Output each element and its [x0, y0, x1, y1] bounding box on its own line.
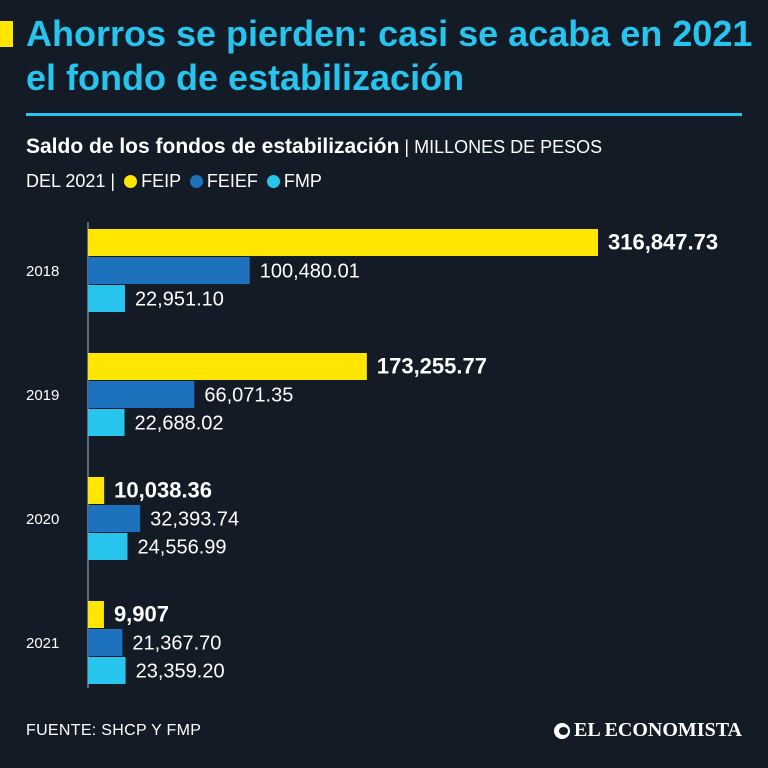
data-label-fmp-2021: 23,359.20	[136, 661, 225, 683]
title-divider	[26, 113, 742, 116]
data-label-feip-2018: 316,847.73	[608, 230, 718, 255]
data-label-feip-2021: 9,907	[114, 602, 169, 627]
bar-feief-2020	[88, 505, 141, 532]
bar-fmp-2018	[88, 285, 125, 312]
data-label-fmp-2020: 24,556.99	[138, 537, 227, 559]
data-label-feip-2019: 173,255.77	[377, 354, 487, 379]
legend-feief-label: FEIEF	[206, 171, 258, 191]
brand-logo: EL ECONOMISTA	[554, 719, 742, 742]
data-label-fmp-2018: 22,951.10	[135, 289, 224, 311]
bar-fmp-2020	[88, 533, 128, 560]
subtitle-main: Saldo de los fondos de estabilización	[26, 135, 400, 158]
data-label-fmp-2019: 22,688.02	[135, 413, 224, 435]
bar-feip-2018	[88, 229, 598, 256]
bar-feief-2018	[88, 257, 250, 284]
source-note: FUENTE: SHCP Y FMP	[26, 722, 202, 739]
page-title: Ahorros se pierden: casi se acaba en 202…	[26, 13, 753, 98]
data-label-feief-2020: 32,393.74	[150, 509, 239, 531]
bar-feief-2021	[88, 629, 123, 656]
brand-icon	[554, 722, 570, 739]
chart-subtitle: Saldo de los fondos de estabilización | …	[26, 130, 746, 198]
subtitle-separator: |	[404, 137, 410, 157]
legend-feip-label: FEIP	[141, 171, 181, 191]
legend-feief-swatch	[189, 175, 203, 188]
bar-fmp-2019	[88, 409, 125, 436]
subtitle-units-year: DEL 2021	[26, 171, 106, 191]
subtitle-units: MILLONES DE PESOS	[414, 137, 603, 157]
data-label-feief-2021: 21,367.70	[132, 633, 221, 655]
legend-separator: |	[110, 171, 116, 191]
title-marker	[0, 21, 13, 47]
data-label-feip-2020: 10,038.36	[114, 478, 212, 503]
legend-fmp-swatch	[266, 175, 280, 188]
bar-feip-2021	[88, 601, 104, 628]
bar-feip-2020	[88, 477, 105, 504]
bar-feief-2019	[88, 381, 195, 408]
data-label-feief-2018: 100,480.01	[260, 261, 360, 283]
data-label-feief-2019: 66,071.35	[204, 385, 293, 407]
category-label-2018: 2018	[26, 263, 59, 280]
legend-fmp-label: FMP	[283, 171, 322, 191]
category-label-2021: 2021	[26, 635, 59, 652]
bar-fmp-2021	[88, 657, 126, 684]
category-label-2019: 2019	[26, 387, 59, 404]
legend-feip-swatch	[124, 175, 138, 188]
category-label-2020: 2020	[26, 511, 59, 528]
brand-name: EL ECONOMISTA	[574, 719, 742, 741]
bar-feip-2019	[88, 353, 367, 380]
